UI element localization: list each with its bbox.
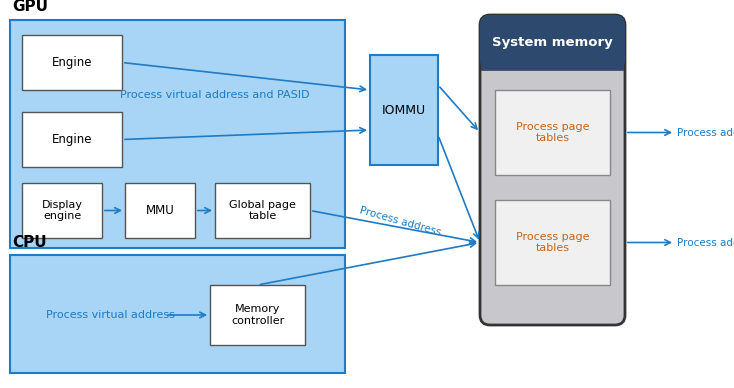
Bar — [10, 255, 345, 373]
Text: Process virtual address: Process virtual address — [46, 310, 175, 320]
Bar — [22, 183, 102, 238]
Bar — [495, 200, 610, 285]
Text: CPU: CPU — [12, 235, 47, 250]
Text: Display
engine: Display engine — [42, 200, 82, 221]
Bar — [481, 42, 624, 70]
Bar — [22, 35, 122, 90]
Text: Process address: Process address — [358, 205, 442, 238]
Text: Process virtual address and PASID: Process virtual address and PASID — [120, 90, 310, 100]
Text: System memory: System memory — [492, 36, 613, 49]
Text: GPU: GPU — [12, 0, 48, 14]
Bar — [125, 183, 195, 238]
Bar — [210, 285, 305, 345]
Text: MMU: MMU — [145, 204, 175, 217]
FancyBboxPatch shape — [480, 15, 625, 325]
Bar — [481, 70, 624, 71]
Bar — [10, 20, 345, 248]
Text: Process address: Process address — [677, 237, 734, 248]
Text: IOMMU: IOMMU — [382, 104, 426, 116]
FancyBboxPatch shape — [480, 15, 625, 70]
Bar — [215, 183, 310, 238]
Text: Process page
tables: Process page tables — [516, 122, 589, 143]
Text: Process page
tables: Process page tables — [516, 232, 589, 253]
Text: Engine: Engine — [52, 56, 92, 69]
Text: Process address: Process address — [677, 128, 734, 137]
Bar — [370, 55, 438, 165]
Bar — [22, 112, 122, 167]
Text: Engine: Engine — [52, 133, 92, 146]
Bar — [495, 90, 610, 175]
Text: Memory
controller: Memory controller — [231, 304, 284, 326]
Text: Global page
table: Global page table — [229, 200, 296, 221]
